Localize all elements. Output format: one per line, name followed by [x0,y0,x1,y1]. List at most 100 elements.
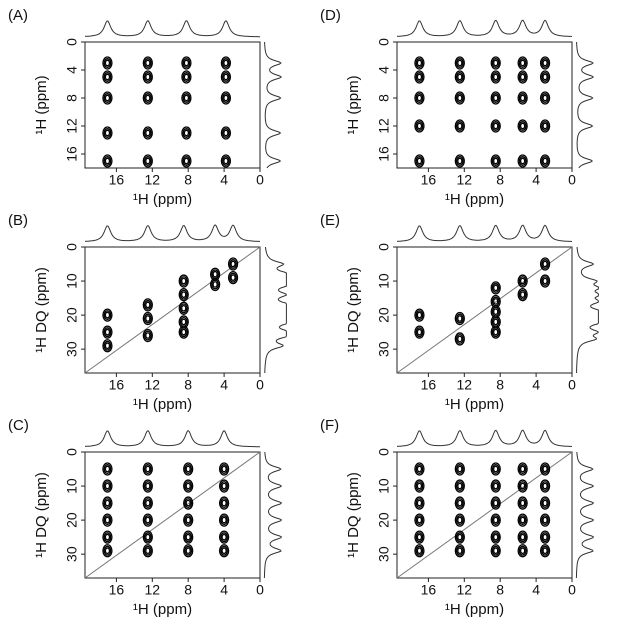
contour-line [103,515,112,526]
peak [490,91,501,105]
peak [102,544,113,558]
x-axis-label: ¹H (ppm) [445,601,504,618]
x-tick-label: 0 [568,172,576,188]
contour-line [493,328,499,336]
peak [178,325,189,339]
peak [454,462,465,476]
peak [539,154,551,168]
y-tick-label: 12 [64,118,80,134]
peak [220,70,232,84]
peak [539,479,551,493]
peak [539,544,551,558]
contour-line [222,58,230,68]
contour-line [184,464,193,474]
contour-line [457,499,463,507]
peak [220,154,232,168]
contour-line [145,59,151,67]
x-axis-label: ¹H (ppm) [445,191,504,208]
contour-line [517,479,528,493]
contour-line [103,310,112,321]
contour-line [519,533,526,541]
contour-line [220,464,228,474]
peak [102,56,113,70]
contour-line [145,499,151,507]
contour-line [103,532,112,543]
contour-line [142,530,153,544]
peak [517,154,528,168]
contour-line [493,94,499,102]
contour-line [517,496,528,510]
contour-line [103,58,112,68]
contour-line [542,59,548,67]
contour-line [491,282,500,293]
y-tick-label: 10 [376,273,392,289]
x-tick-label: 4 [220,377,228,393]
diagonal [396,246,573,374]
contour-line [518,276,527,287]
contour-line [181,328,187,336]
contour-line [454,119,465,133]
contour-line [455,481,464,492]
contour-line [415,545,424,556]
x-tick-label: 8 [496,172,504,188]
contour-line [414,544,425,558]
side-projection [576,247,600,374]
contour-line [102,462,113,476]
contour-line [541,464,549,474]
contour-line [218,544,230,558]
peak [181,91,192,105]
diagonal [84,246,261,374]
peak [454,496,465,510]
peak [539,119,551,133]
peak [218,496,230,510]
x-tick-label: 12 [457,172,473,188]
contour-line [223,73,229,81]
peak [142,462,153,476]
y-tick-label: 16 [376,146,392,162]
x-tick-label: 12 [457,582,473,598]
contour-line [145,73,151,81]
peak [490,325,501,339]
contour-line [220,545,228,556]
contour-line [493,284,499,292]
contour-line [142,496,153,510]
top-projection [84,224,260,242]
contour-line [493,73,499,81]
peak [142,56,153,70]
peak [142,70,153,84]
contour-line [519,157,526,165]
top-projection [84,429,260,448]
contour-line [416,122,423,130]
peak [227,270,239,285]
x-axis-label: ¹H (ppm) [445,396,504,413]
contour-line [183,94,190,102]
contour-line [414,119,425,133]
contour-line [104,94,111,102]
contour-line [143,464,152,474]
x-tick-label: 16 [109,377,125,393]
peak [539,91,551,105]
peak [227,257,239,271]
contour-line [414,70,425,84]
x-tick-label: 12 [145,582,161,598]
contour-line [416,533,423,541]
panel: (E) 16 12 8 4 0 0 10 20 30 ¹H (ppm) ¹H DQ (ppm) [320,212,600,413]
y-tick-label: 0 [376,38,392,46]
contour-line [414,56,425,70]
contour-line [221,482,227,490]
contour-line [102,91,113,105]
y-tick-label: 0 [64,448,80,456]
peak [454,91,465,105]
contour-line [181,154,192,168]
contour-line [519,122,526,130]
peak [517,56,528,70]
contour-line [517,56,528,70]
peak [539,70,551,84]
contour-line [455,532,464,543]
contour-line [518,121,527,131]
contour-line [183,73,190,81]
x-tick-label: 8 [184,172,192,188]
contour-line [493,547,499,555]
contour-line [457,335,463,343]
